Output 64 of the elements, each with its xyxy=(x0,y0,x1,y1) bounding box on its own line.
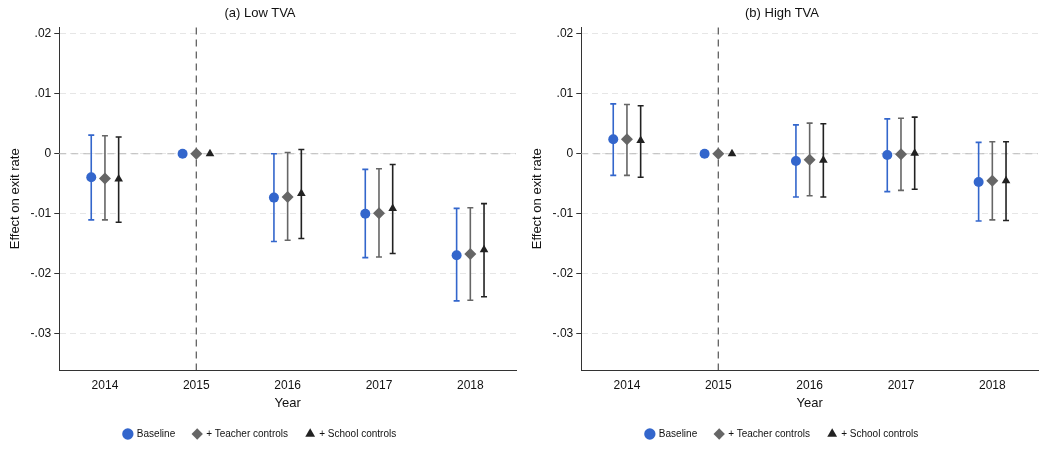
y-tick-label: -.02 xyxy=(552,266,574,281)
x-tick-label: 2015 xyxy=(182,377,210,392)
point xyxy=(205,148,215,157)
point xyxy=(699,148,710,159)
x-tick-label: 2017 xyxy=(365,377,393,392)
x-tick-label: 2016 xyxy=(796,377,824,392)
point xyxy=(114,173,123,182)
x-axis-title: Year xyxy=(796,394,824,410)
point xyxy=(479,244,489,253)
legend-label: + School controls xyxy=(841,427,919,439)
point xyxy=(451,250,462,261)
legend-label: Baseline xyxy=(136,427,176,439)
point xyxy=(464,248,477,261)
y-tick-label: -.01 xyxy=(552,206,574,221)
point xyxy=(1001,175,1011,184)
y-axis-title: Effect on exit rate xyxy=(529,148,545,250)
point xyxy=(986,174,999,187)
y-tick-label: .01 xyxy=(556,85,574,100)
legend-label: Baseline xyxy=(658,427,698,439)
point xyxy=(190,147,203,160)
y-tick-label: 0 xyxy=(566,146,574,161)
x-tick-label: 2014 xyxy=(91,377,119,392)
chart-title: (a) Low TVA xyxy=(224,5,296,21)
y-tick-label: .01 xyxy=(34,85,52,100)
y-tick-label: -.01 xyxy=(30,206,52,221)
point xyxy=(98,172,111,185)
point xyxy=(608,134,619,145)
point xyxy=(712,147,725,160)
x-tick-label: 2014 xyxy=(613,377,641,392)
point xyxy=(973,176,984,187)
point xyxy=(910,148,920,156)
point xyxy=(894,148,907,161)
x-tick-label: 2016 xyxy=(274,377,302,392)
y-tick-label: -.03 xyxy=(552,326,574,341)
point xyxy=(882,149,893,160)
legend-label: + School controls xyxy=(319,427,397,439)
x-tick-label: 2015 xyxy=(704,377,732,392)
point xyxy=(803,153,816,166)
x-tick-label: 2018 xyxy=(456,377,484,392)
y-tick-label: -.03 xyxy=(30,326,52,341)
point xyxy=(281,191,294,203)
point xyxy=(636,135,645,144)
point xyxy=(620,133,633,146)
x-tick-label: 2017 xyxy=(887,377,915,392)
y-tick-label: 0 xyxy=(44,146,52,161)
y-axis-title: Effect on exit rate xyxy=(7,148,23,250)
point xyxy=(297,188,306,196)
point xyxy=(388,203,398,211)
legend-label: + Teacher controls xyxy=(728,427,810,439)
legend-label: + Teacher controls xyxy=(206,427,288,439)
y-tick-label: .02 xyxy=(556,25,574,40)
y-tick-label: .02 xyxy=(34,25,52,40)
chart-title: (b) High TVA xyxy=(745,5,820,21)
point xyxy=(86,172,97,183)
point xyxy=(268,192,279,203)
point xyxy=(819,155,828,163)
point xyxy=(360,208,371,219)
point xyxy=(177,148,188,159)
point xyxy=(727,148,737,157)
y-tick-label: -.02 xyxy=(30,266,52,281)
x-axis-title: Year xyxy=(274,394,302,410)
point xyxy=(372,207,385,220)
x-tick-label: 2018 xyxy=(978,377,1006,392)
point xyxy=(790,155,801,166)
